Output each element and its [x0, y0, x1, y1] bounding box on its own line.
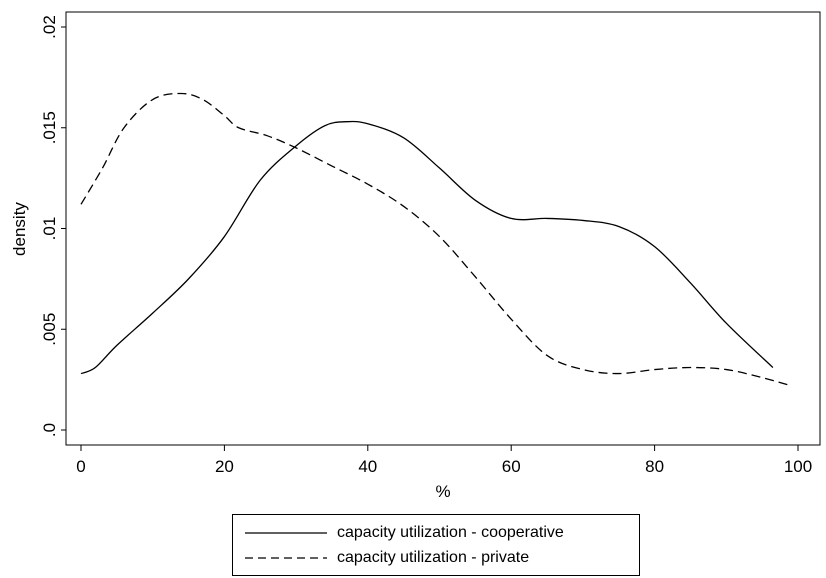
legend: capacity utilization - cooperative capac…: [232, 514, 640, 576]
plot-area-frame: [65, 11, 821, 446]
y-tick-label: .0: [40, 423, 59, 437]
x-tick-label: 40: [358, 457, 377, 476]
x-tick-label: 0: [76, 457, 85, 476]
x-tick-label: 60: [502, 457, 521, 476]
solid-line-swatch-icon: [245, 532, 327, 534]
y-tick-label: .015: [40, 111, 59, 144]
x-tick-label: 100: [784, 457, 812, 476]
series-line-cooperative: [80, 120, 774, 375]
x-axis-label: %: [435, 482, 450, 501]
dashed-line-swatch-icon: [245, 557, 327, 559]
series-line-private: [80, 92, 792, 387]
legend-item-private: capacity utilization - private: [233, 548, 639, 570]
y-axis-label: density: [10, 202, 29, 256]
x-tick-label: 80: [645, 457, 664, 476]
density-chart: .0 .005 .01 .015 .02 0 20 40 60 80 100 % density: [10, 11, 821, 501]
y-tick-label: .005: [40, 313, 59, 346]
y-tick-label: .01: [40, 217, 59, 241]
x-tick-label: 20: [215, 457, 234, 476]
legend-label-cooperative: capacity utilization - cooperative: [337, 524, 564, 541]
series-layer: [80, 92, 792, 387]
y-tick-label: .02: [40, 15, 59, 39]
legend-item-cooperative: capacity utilization - cooperative: [233, 523, 639, 545]
y-axis: .0 .005 .01 .015 .02: [40, 15, 66, 437]
legend-label-private: capacity utilization - private: [337, 549, 530, 566]
x-axis: 0 20 40 60 80 100: [76, 445, 812, 476]
